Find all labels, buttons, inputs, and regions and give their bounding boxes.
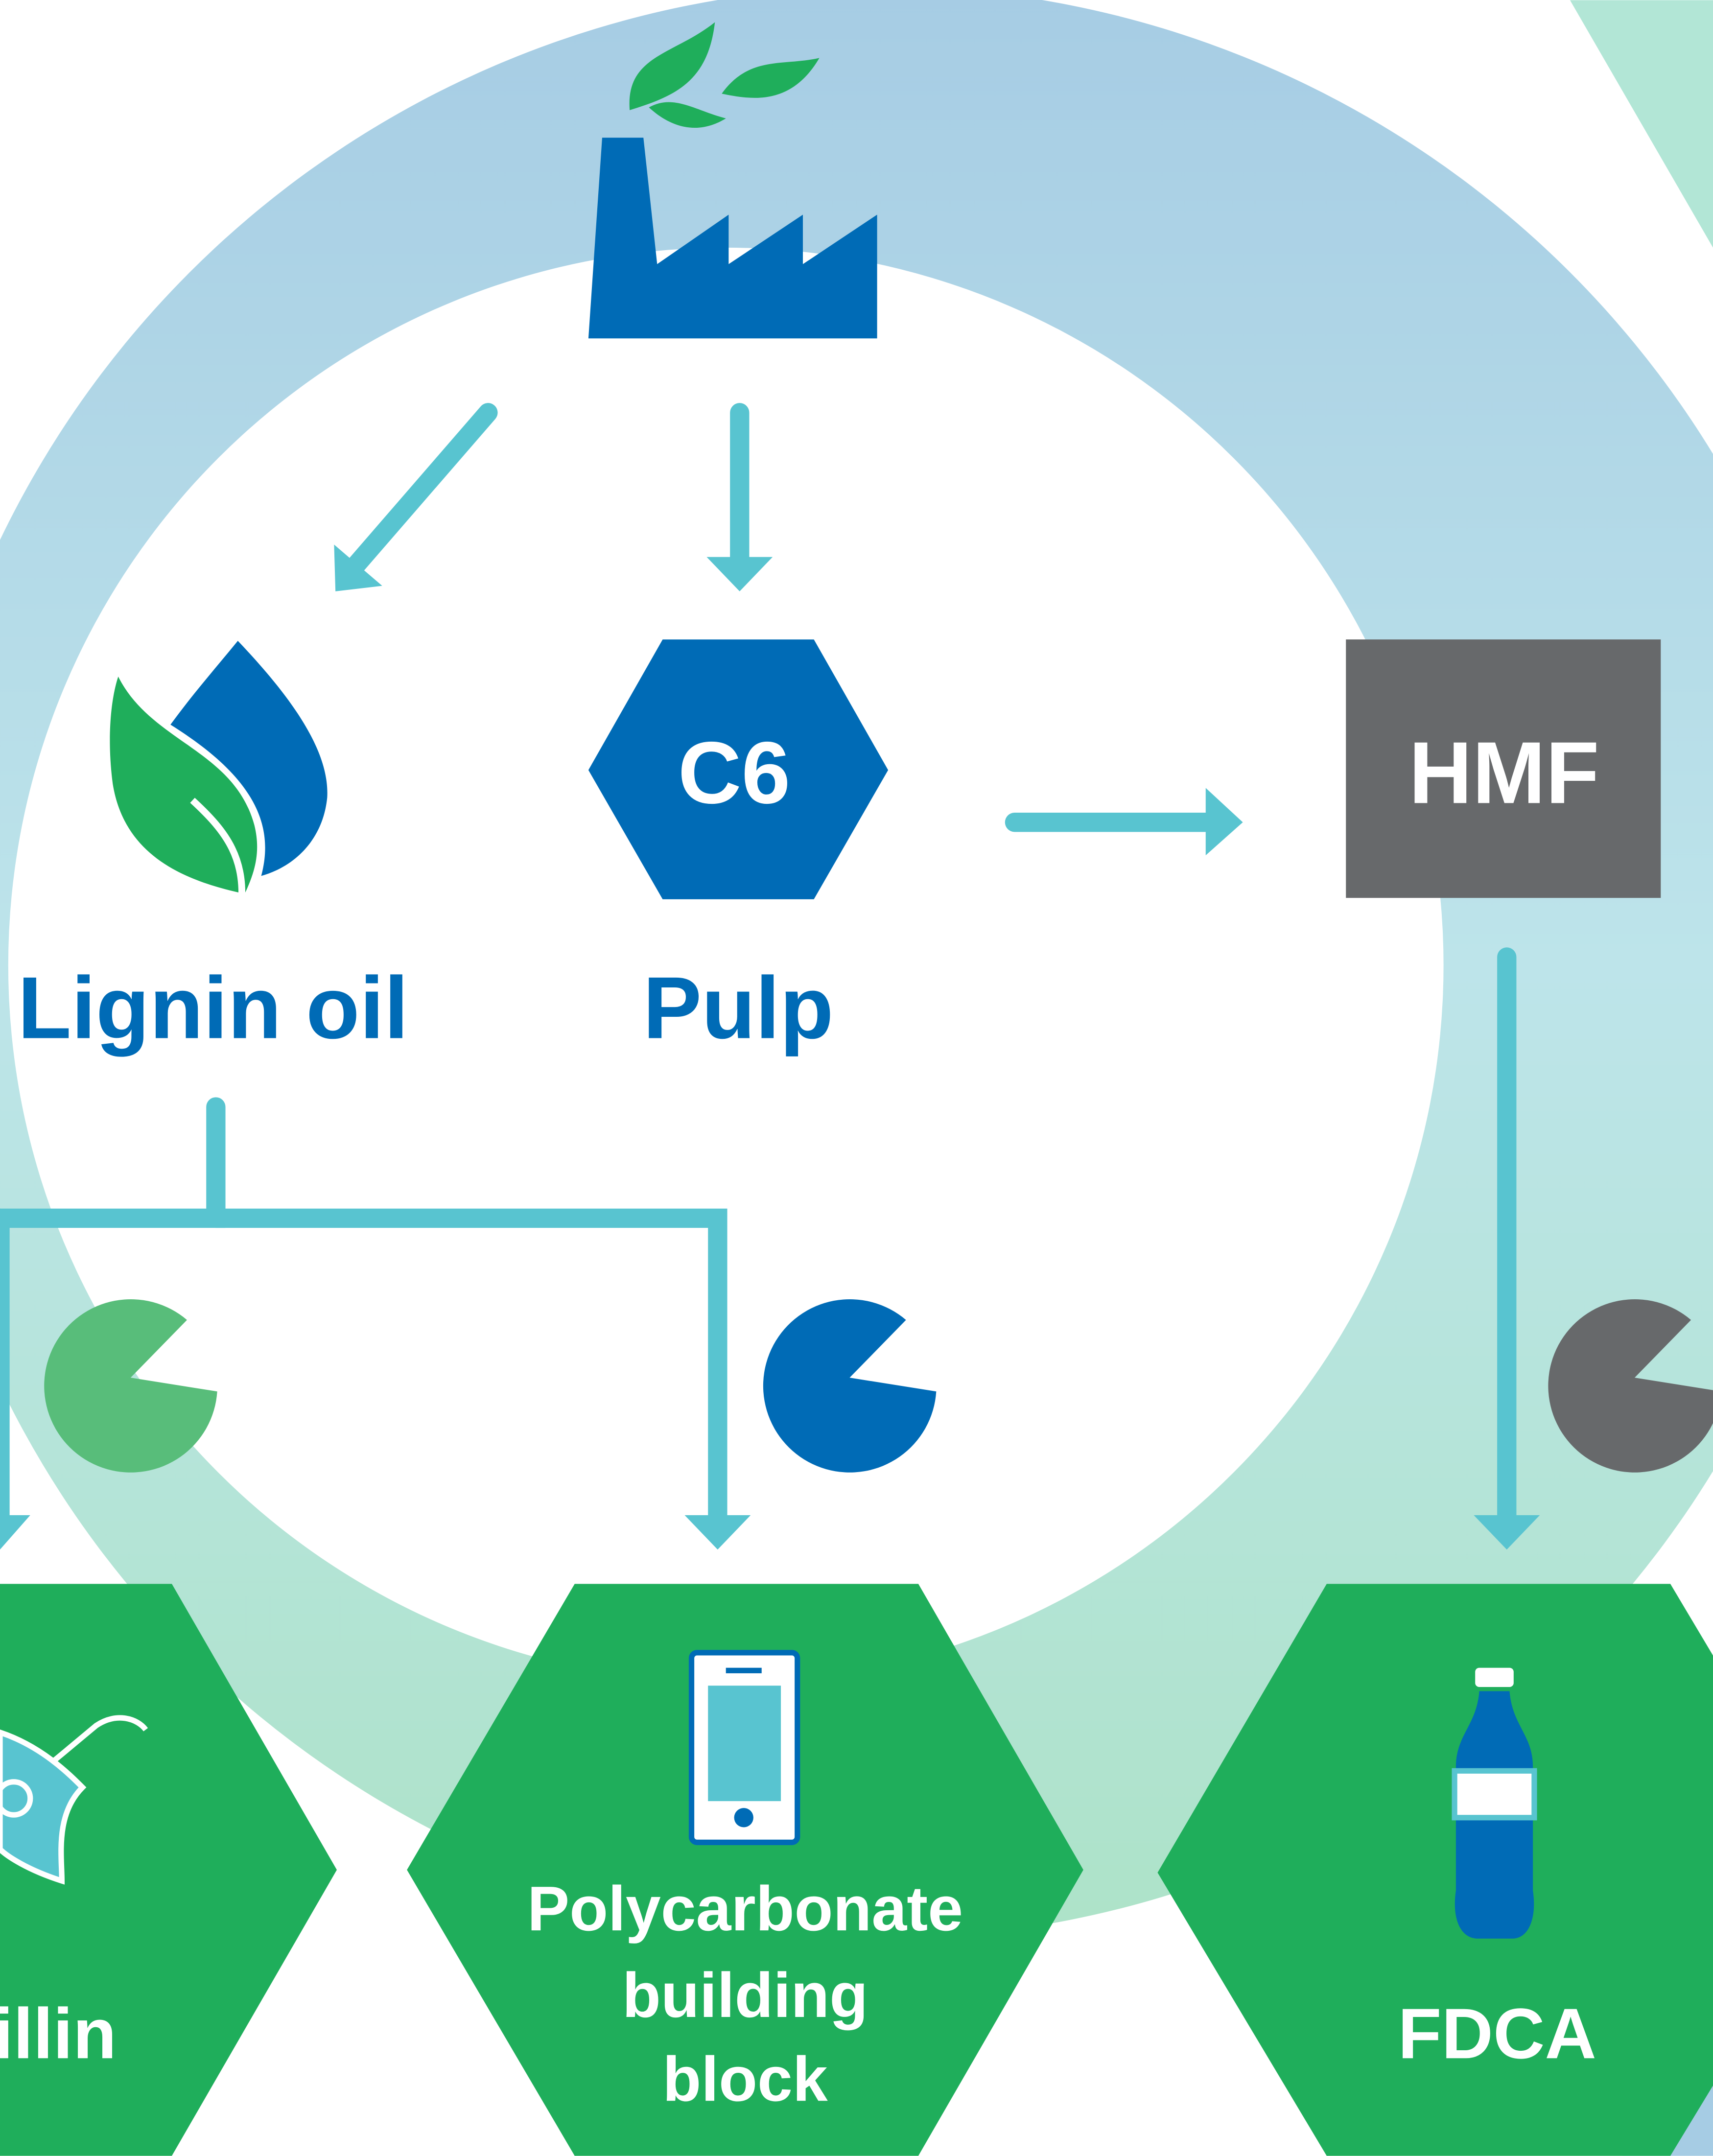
catalyst-icon <box>44 1299 217 1473</box>
c6-label: C6 <box>678 724 791 822</box>
hmf-box <box>1346 639 1661 898</box>
inner-circle <box>8 247 1444 1683</box>
pulp-label: Pulp <box>643 959 833 1057</box>
product-label: block <box>662 2044 828 2114</box>
arrowheads <box>0 544 1540 1550</box>
lignin-label: Lignin oil <box>18 959 409 1057</box>
corner-shape <box>1570 0 1713 248</box>
product-label: FDCA <box>1398 1993 1596 2073</box>
factory-icon <box>588 22 877 339</box>
hmf-label: HMF <box>1409 724 1599 822</box>
catalyst-icon <box>1548 1299 1713 1473</box>
product-hexagon <box>0 1584 337 2156</box>
product-label: illin <box>0 1993 117 2073</box>
product-hexagon <box>1157 1584 1713 2156</box>
lignin-icon <box>110 640 328 914</box>
arrows <box>0 403 1517 1528</box>
product-hexagon <box>407 1584 1083 2156</box>
catalyst-icon <box>763 1299 937 1473</box>
product-label: building <box>622 1960 868 2031</box>
vanilla-icon <box>0 1715 148 1885</box>
phone-icon <box>688 1650 800 1845</box>
bottle-icon <box>1452 1667 1537 1939</box>
product-label: Polycarbonate <box>527 1874 963 1944</box>
c6-hexagon <box>588 639 889 899</box>
